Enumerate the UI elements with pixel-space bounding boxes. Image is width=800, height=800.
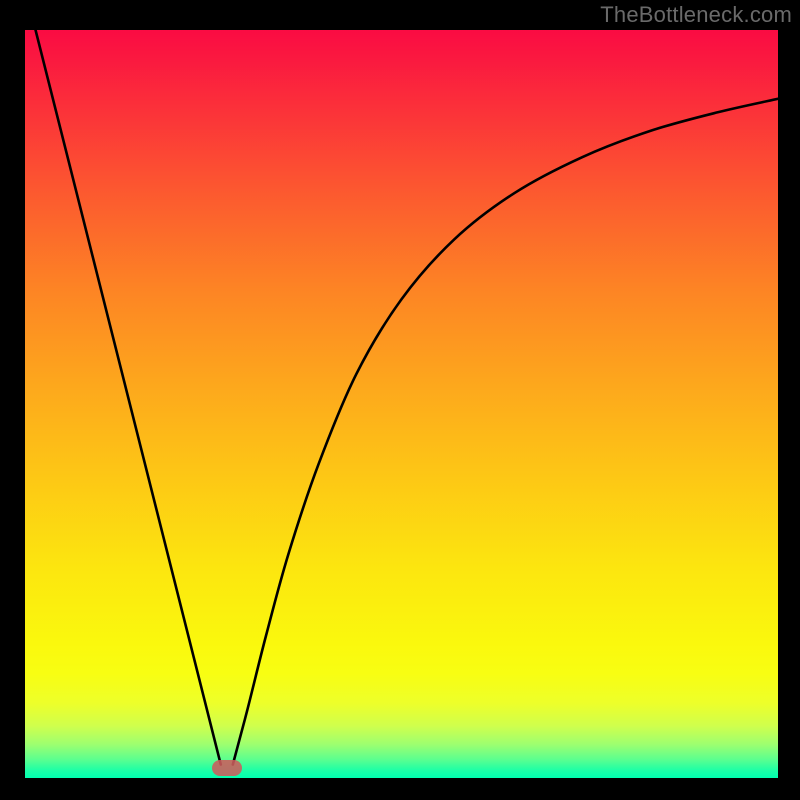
plot-area bbox=[25, 30, 778, 778]
bottleneck-curve bbox=[25, 30, 778, 778]
minimum-marker bbox=[212, 760, 242, 776]
attribution-text: TheBottleneck.com bbox=[600, 2, 792, 28]
image-frame: TheBottleneck.com bbox=[0, 0, 800, 800]
